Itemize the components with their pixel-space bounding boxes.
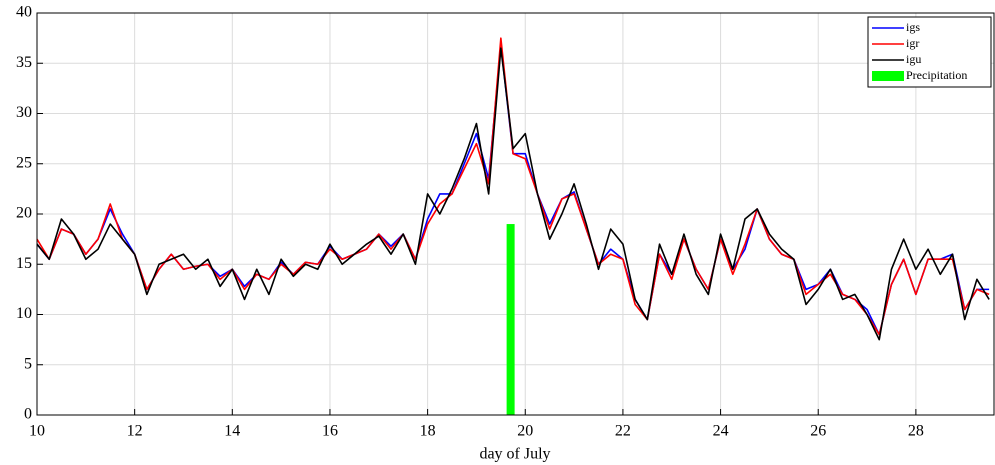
x-tick-label: 16 (322, 423, 338, 440)
x-tick-label: 24 (713, 423, 729, 440)
legend-label: igu (906, 52, 921, 66)
axes-box (36, 12, 995, 416)
precipitation-bar (506, 224, 515, 415)
x-tick-label: 20 (517, 423, 533, 440)
y-tick-label: 35 (16, 54, 32, 71)
x-tick-label: 14 (224, 423, 240, 440)
y-tick-label: 10 (16, 305, 32, 322)
y-tick-label: 30 (16, 104, 32, 121)
x-axis-label: day of July (479, 446, 550, 463)
series-line (36, 47, 990, 341)
x-tick-label: 28 (908, 423, 924, 440)
x-tick-label: 10 (29, 423, 45, 440)
y-tick-label: 25 (16, 154, 32, 171)
legend-label: igs (906, 20, 920, 34)
y-tick-label: 5 (24, 355, 32, 372)
legend-swatch (872, 71, 904, 81)
y-tick-label: 0 (24, 406, 32, 423)
x-tick-label: 18 (420, 423, 436, 440)
y-tick-label: 40 (16, 4, 32, 21)
legend-label: igr (906, 36, 919, 50)
legend-label: Precipitation (906, 68, 967, 82)
x-tick-label: 26 (810, 423, 826, 440)
y-tick-label: 20 (16, 205, 32, 222)
x-tick-label: 22 (615, 423, 631, 440)
x-tick-label: 12 (127, 423, 143, 440)
series-line (36, 37, 990, 336)
y-tick-label: 15 (16, 255, 32, 272)
